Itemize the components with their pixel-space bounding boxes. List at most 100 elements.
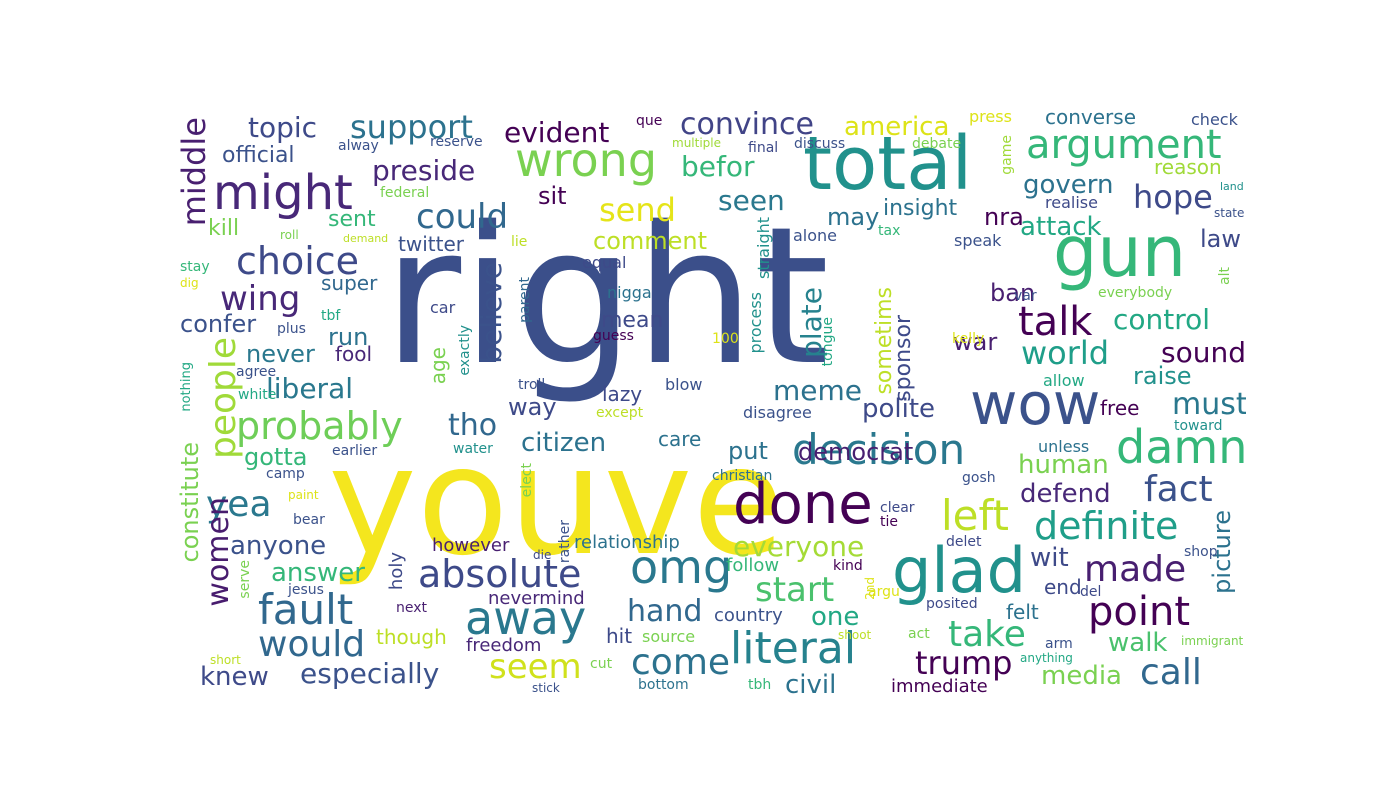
word-walk: walk	[1108, 628, 1168, 658]
word-troll: troll	[518, 377, 546, 393]
word-could: could	[416, 197, 509, 237]
word-may: may	[827, 203, 880, 231]
word-polite: polite	[862, 394, 936, 424]
word-believe: believe	[475, 262, 508, 364]
word-lazy: lazy	[602, 382, 643, 406]
word-freedom: freedom	[466, 635, 542, 656]
word-never: never	[246, 340, 315, 368]
word-camp: camp	[266, 466, 305, 482]
word-war: war	[953, 328, 998, 356]
word-right: right	[383, 186, 830, 407]
word-country: country	[714, 605, 783, 626]
word-bottom: bottom	[638, 677, 689, 693]
word-end: end	[1044, 575, 1082, 599]
word-source: source	[642, 627, 696, 646]
word-preside: preside	[372, 154, 476, 187]
word-youve: youve	[328, 415, 785, 589]
word-reserve: reserve	[430, 134, 483, 150]
word-govern: govern	[1023, 170, 1114, 200]
word-hit: hit	[606, 624, 633, 648]
word-immediate: immediate	[891, 676, 988, 697]
word-holy: holy	[386, 552, 407, 591]
word-topic: topic	[248, 111, 318, 144]
word-wing: wing	[220, 279, 301, 319]
word-way: way	[508, 393, 557, 421]
word-roll: roll	[280, 228, 299, 242]
word-away: away	[465, 591, 587, 645]
word-nothing: nothing	[179, 362, 194, 412]
word-short: short	[210, 653, 241, 667]
word-constitute: constitute	[178, 442, 204, 563]
word-literal: literal	[730, 623, 857, 674]
word-tax: tax	[878, 223, 901, 239]
word-choice: choice	[236, 239, 360, 283]
word-omg: omg	[630, 540, 733, 594]
word-human: human	[1018, 450, 1109, 480]
word-done: done	[733, 472, 873, 537]
word-raise: raise	[1133, 362, 1192, 390]
word-var: var	[1014, 288, 1037, 304]
word-state: state	[1214, 206, 1245, 220]
word-kill: kill	[208, 216, 240, 241]
word-america: america	[844, 112, 950, 142]
word-however: however	[432, 535, 510, 556]
word-sound: sound	[1161, 336, 1246, 369]
word-befor: befor	[681, 150, 755, 183]
word-insight: insight	[883, 196, 958, 221]
word-felt: felt	[1006, 600, 1039, 624]
word-total: total	[803, 121, 973, 207]
word-tongue: tongue	[820, 317, 836, 367]
word-start: start	[755, 570, 835, 610]
word-fool: fool	[335, 342, 373, 366]
word-parent: parent	[517, 277, 533, 323]
word-straight: straight	[754, 217, 773, 280]
word-point: point	[1088, 589, 1191, 635]
word-exactly: exactly	[457, 325, 473, 376]
word-seen: seen	[718, 184, 785, 217]
word-kind: kind	[833, 558, 863, 574]
word-white: white	[238, 387, 277, 403]
word-act: act	[908, 626, 930, 642]
word-relationship: relationship	[574, 532, 680, 553]
word-must: must	[1172, 387, 1246, 422]
word-hand: hand	[627, 594, 703, 629]
word-stay: stay	[180, 259, 210, 275]
word-disagree: disagree	[743, 403, 812, 422]
word-might: might	[213, 165, 353, 221]
word-except: except	[596, 405, 644, 421]
word-gosh: gosh	[962, 470, 996, 486]
word-damn: damn	[1116, 420, 1246, 474]
word-especially: especially	[300, 657, 440, 690]
word-shop: shop	[1184, 544, 1218, 560]
word-confer: confer	[180, 310, 257, 338]
word-fact: fact	[1144, 469, 1213, 510]
word-free: free	[1100, 396, 1140, 420]
word-law: law	[1200, 225, 1242, 253]
word-sit: sit	[538, 182, 567, 210]
word-arm: arm	[1045, 636, 1073, 652]
word-alone: alone	[793, 226, 838, 245]
word-talk: talk	[1018, 299, 1093, 345]
word-lie: lie	[511, 234, 528, 250]
word-realise: realise	[1045, 193, 1098, 212]
word-definite: definite	[1034, 504, 1179, 548]
word-super: super	[321, 271, 378, 295]
word-civil: civil	[785, 670, 837, 697]
word-people: people	[203, 337, 244, 460]
word-one: one	[811, 602, 860, 632]
word-discuss: discuss	[794, 136, 846, 152]
word-support: support	[350, 108, 473, 146]
word-tie: tie	[880, 514, 898, 530]
word-tbf: tbf	[321, 308, 341, 324]
word-dig: dig	[180, 276, 199, 290]
word-press: press	[969, 107, 1012, 126]
word-everybody: everybody	[1098, 285, 1173, 301]
word-equal: equal	[582, 253, 627, 272]
word-comment: comment	[593, 227, 708, 255]
word-check: check	[1191, 110, 1238, 129]
word-serve: serve	[237, 560, 253, 599]
word-yea: yea	[206, 484, 272, 525]
word-next: next	[396, 600, 428, 616]
word-bear: bear	[293, 512, 325, 528]
word-jesus: jesus	[288, 582, 324, 598]
